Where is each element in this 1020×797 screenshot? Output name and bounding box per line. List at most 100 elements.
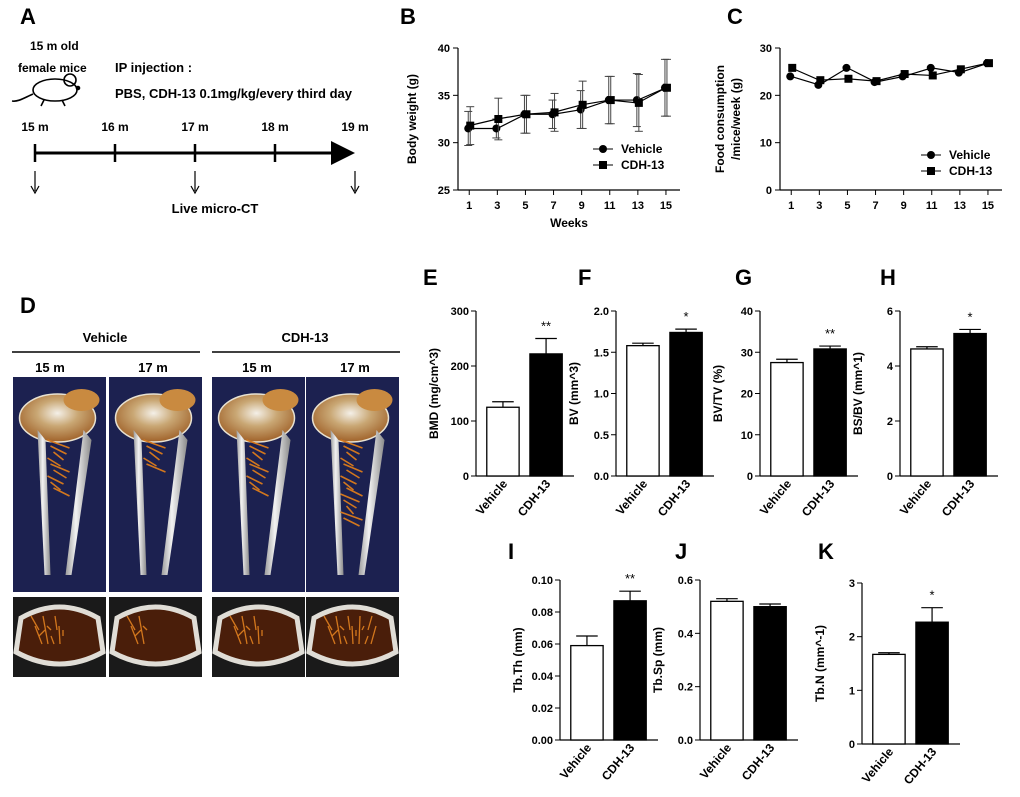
bar-vehicle bbox=[872, 653, 906, 745]
group-label-cdh13: CDH-13 bbox=[282, 330, 329, 345]
data-point-vehicle bbox=[926, 63, 935, 72]
trabecula-cross bbox=[335, 615, 342, 645]
trabecula bbox=[343, 481, 354, 491]
y-tick-label: 10 bbox=[760, 138, 772, 150]
microct-images bbox=[13, 377, 399, 677]
trabecula-cross bbox=[367, 615, 373, 631]
trabecula bbox=[249, 463, 269, 473]
timeline-label: 17 m bbox=[181, 120, 208, 134]
trabecula-cross bbox=[361, 625, 365, 631]
trabecula bbox=[146, 463, 166, 473]
bone-cortex-left bbox=[37, 430, 51, 575]
trabecula bbox=[340, 439, 363, 449]
trabecula-cross bbox=[241, 615, 248, 645]
trabecula-cross bbox=[134, 629, 142, 637]
y-tick-label: 0.06 bbox=[532, 639, 553, 651]
significance-mark: * bbox=[684, 309, 689, 324]
trabecula bbox=[47, 475, 64, 485]
legend-label: Vehicle bbox=[949, 148, 991, 162]
x-axis-label: Weeks bbox=[550, 216, 588, 230]
time-label-vehicle-17m: 17 m bbox=[138, 360, 168, 375]
bar-cdh-13 bbox=[915, 621, 949, 745]
data-point-cdh-13 bbox=[634, 98, 643, 107]
y-axis-label: /mice/week (g) bbox=[729, 78, 743, 160]
trabecula bbox=[340, 457, 354, 467]
panel-j: J 0.0 0.2 0.4 0.6 Tb.Sp (mm) Vehicle CDH-13 bbox=[651, 539, 798, 783]
data-point-cdh-13 bbox=[550, 108, 559, 117]
significance-mark: ** bbox=[541, 319, 551, 334]
trabecula bbox=[246, 475, 263, 485]
trabecula-cross bbox=[347, 615, 351, 631]
significance-mark: * bbox=[930, 588, 935, 603]
bone-cortex-right bbox=[358, 430, 385, 575]
trabecula-cross bbox=[351, 625, 354, 645]
panel-label: K bbox=[818, 539, 834, 564]
time-label-vehicle-15m: 15 m bbox=[35, 360, 65, 375]
trabecula-cross bbox=[237, 629, 245, 637]
y-tick-label: 0.10 bbox=[532, 575, 553, 587]
trabecula-cross bbox=[327, 625, 336, 645]
bar-vehicle bbox=[770, 361, 804, 477]
y-axis-label: Tb.Sp (mm) bbox=[651, 627, 665, 693]
trabecula-cross bbox=[46, 625, 52, 631]
y-tick-label: 0.0 bbox=[678, 735, 693, 747]
y-tick-label: 300 bbox=[451, 306, 469, 318]
legend-marker bbox=[599, 145, 607, 153]
bone-condyle bbox=[356, 389, 393, 411]
time-label-cdh13-15m: 15 m bbox=[242, 360, 272, 375]
bone-epiphysis bbox=[311, 389, 393, 443]
panel-label: F bbox=[578, 265, 591, 290]
trabecula-cross bbox=[249, 635, 254, 645]
y-tick-label: 40 bbox=[741, 306, 753, 318]
trabecula-cross bbox=[233, 625, 242, 645]
trabecula-cross bbox=[138, 615, 145, 645]
y-tick-label: 10 bbox=[741, 430, 753, 442]
trabecula-cross bbox=[50, 635, 55, 645]
legend-marker bbox=[927, 151, 935, 159]
trabecula bbox=[249, 445, 266, 455]
data-point-cdh-13 bbox=[872, 77, 881, 86]
bar-cdh-13 bbox=[813, 348, 847, 477]
x-tick-label: 11 bbox=[926, 200, 938, 212]
panel-a: A 15 m old female mice IP injection : PB… bbox=[11, 4, 369, 216]
y-tick-label: 20 bbox=[741, 389, 753, 401]
bone-cortex-right bbox=[65, 430, 92, 575]
x-tick-label: Vehicle bbox=[613, 477, 651, 518]
y-tick-label: 0.4 bbox=[678, 628, 694, 640]
trabecula-cross bbox=[257, 625, 260, 645]
trabecula bbox=[50, 481, 61, 491]
data-point-cdh-13 bbox=[844, 74, 853, 83]
y-tick-label: 6 bbox=[887, 306, 893, 318]
y-tick-label: 2 bbox=[849, 632, 855, 644]
y-tick-label: 0 bbox=[747, 471, 753, 483]
trabecula bbox=[346, 451, 357, 461]
bone-cross-ring bbox=[109, 604, 202, 667]
x-tick-label: 15 bbox=[660, 200, 672, 212]
y-tick-label: 0.00 bbox=[532, 735, 553, 747]
y-tick-label: 0 bbox=[766, 185, 772, 197]
bone-cortex-left bbox=[236, 430, 250, 575]
panel-f: F 0.0 0.5 1.0 1.5 2.0 BV (mm^3) Vehicle CDH-13 * bbox=[567, 265, 714, 519]
trabecula bbox=[249, 481, 260, 491]
bar-vehicle bbox=[910, 348, 944, 477]
bar-cdh-13 bbox=[753, 606, 787, 741]
data-point-vehicle bbox=[492, 124, 501, 133]
data-point-cdh-13 bbox=[662, 83, 671, 92]
y-axis-label: Tb.Th (mm) bbox=[511, 627, 525, 692]
x-tick-label: Vehicle bbox=[757, 477, 795, 518]
trabecula-cross bbox=[245, 625, 251, 631]
bar-vehicle bbox=[710, 600, 744, 741]
bone-cortex-left bbox=[133, 430, 147, 575]
trabecula bbox=[340, 475, 357, 485]
trabecula-cross bbox=[331, 629, 339, 637]
y-tick-label: 2.0 bbox=[594, 306, 609, 318]
data-point-cdh-13 bbox=[494, 115, 503, 123]
trabecula bbox=[252, 451, 263, 461]
trabecula bbox=[340, 493, 360, 503]
panel-label: J bbox=[675, 539, 687, 564]
data-point-cdh-13 bbox=[900, 70, 909, 79]
trabecula bbox=[346, 469, 360, 479]
x-tick-label: 7 bbox=[872, 200, 878, 212]
trabecula-cross bbox=[42, 615, 49, 645]
